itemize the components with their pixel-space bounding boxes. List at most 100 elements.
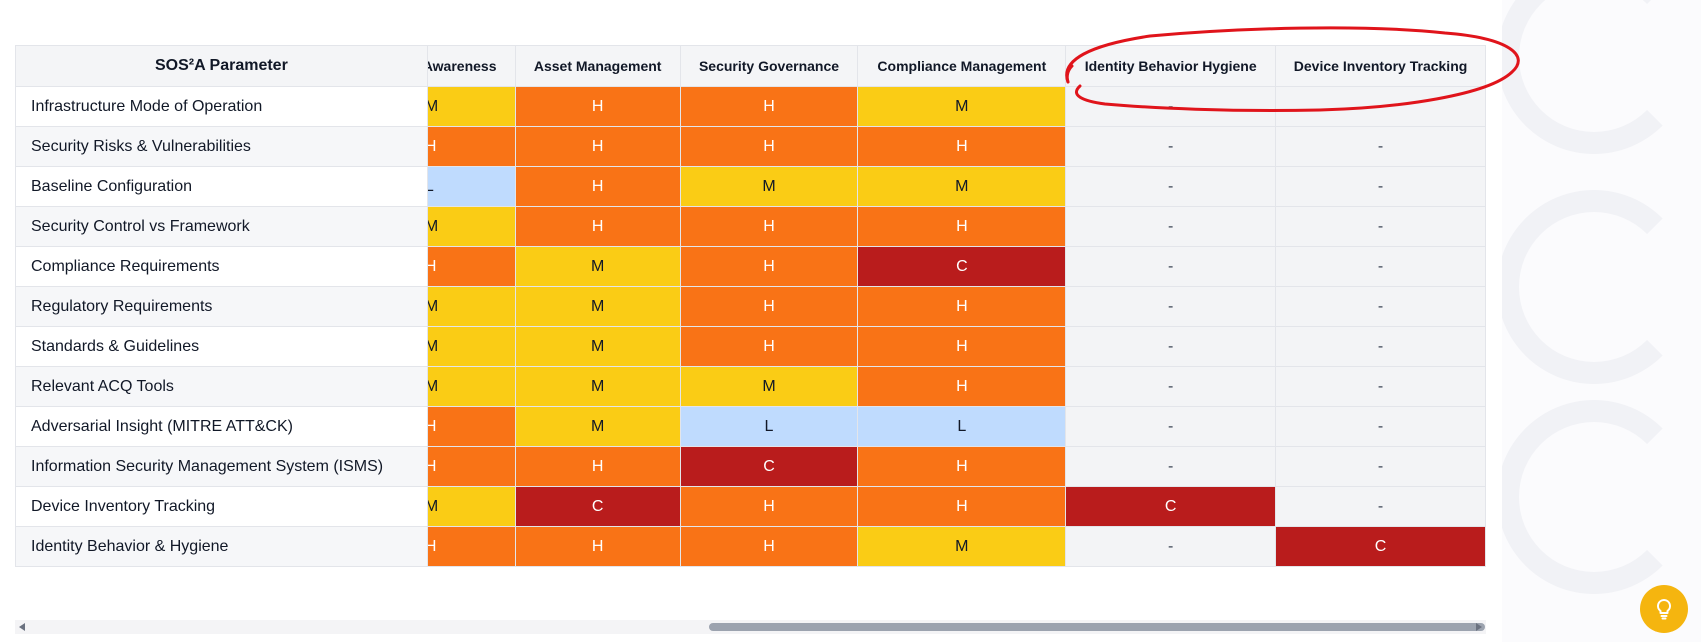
risk-cell: M	[514, 286, 681, 327]
table-row: Security Control vs FrameworkMHHH--	[15, 206, 1486, 247]
horizontal-scrollbar[interactable]	[15, 620, 1486, 634]
header-row: SOS²A Parameter Awareness Asset Manageme…	[15, 45, 1486, 87]
risk-cell: -	[1275, 206, 1486, 247]
lightbulb-icon	[1656, 598, 1672, 620]
table-row: Device Inventory TrackingMCHHC-	[15, 486, 1486, 527]
risk-cell: M	[857, 86, 1067, 127]
risk-cell: -	[1275, 86, 1486, 127]
risk-cell: H	[426, 406, 516, 447]
risk-cell: H	[514, 126, 681, 167]
table-row: Baseline ConfigurationLHMM--	[15, 166, 1486, 207]
risk-cell: C	[857, 246, 1067, 287]
risk-cell: -	[1065, 446, 1277, 487]
risk-cell: L	[857, 406, 1067, 447]
table-row: Relevant ACQ ToolsMMMH--	[15, 366, 1486, 407]
risk-cell: M	[426, 486, 516, 527]
risk-cell: -	[1275, 246, 1486, 287]
row-label: Device Inventory Tracking	[15, 486, 428, 527]
scrollbar-thumb[interactable]	[709, 623, 1485, 631]
row-label: Adversarial Insight (MITRE ATT&CK)	[15, 406, 428, 447]
risk-cell: -	[1065, 326, 1277, 367]
risk-cell: -	[1275, 486, 1486, 527]
table-row: Adversarial Insight (MITRE ATT&CK)HMLL--	[15, 406, 1486, 447]
right-arrow-icon[interactable]	[1476, 623, 1482, 631]
column-header: Device Inventory Tracking	[1275, 45, 1486, 87]
risk-cell: -	[1065, 86, 1277, 127]
risk-cell: M	[857, 526, 1067, 567]
row-label: Identity Behavior & Hygiene	[15, 526, 428, 567]
row-label: Relevant ACQ Tools	[15, 366, 428, 407]
background-watermark-panel	[1502, 0, 1701, 642]
row-label: Infrastructure Mode of Operation	[15, 86, 428, 127]
table-row: Regulatory RequirementsMMHH--	[15, 286, 1486, 327]
risk-cell: H	[679, 246, 859, 287]
risk-cell: H	[679, 326, 859, 367]
risk-cell: -	[1065, 206, 1277, 247]
table-row: Compliance RequirementsHMHC--	[15, 246, 1486, 287]
risk-cell: H	[426, 126, 516, 167]
risk-cell: H	[514, 446, 681, 487]
risk-cell: M	[426, 206, 516, 247]
column-header: Identity Behavior Hygiene	[1065, 45, 1277, 87]
risk-cell: H	[514, 526, 681, 567]
table-row: Identity Behavior & HygieneHHHM-C	[15, 526, 1486, 567]
risk-cell: H	[426, 446, 516, 487]
risk-cell: L	[679, 406, 859, 447]
row-label: Standards & Guidelines	[15, 326, 428, 367]
risk-cell: -	[1065, 286, 1277, 327]
row-label: Information Security Management System (…	[15, 446, 428, 487]
risk-cell: M	[857, 166, 1067, 207]
risk-cell: -	[1065, 366, 1277, 407]
risk-cell: H	[514, 86, 681, 127]
risk-cell: C	[1065, 486, 1277, 527]
risk-cell: -	[1065, 246, 1277, 287]
risk-cell: L	[426, 166, 516, 207]
row-label: Baseline Configuration	[15, 166, 428, 207]
risk-cell: H	[514, 206, 681, 247]
risk-matrix-table: SOS²A Parameter Awareness Asset Manageme…	[15, 45, 1486, 567]
risk-cell: -	[1065, 126, 1277, 167]
risk-cell: M	[426, 286, 516, 327]
risk-cell: C	[514, 486, 681, 527]
risk-cell: C	[679, 446, 859, 487]
risk-cell: H	[857, 326, 1067, 367]
risk-cell: H	[426, 246, 516, 287]
risk-cell: M	[514, 366, 681, 407]
risk-cell: M	[514, 406, 681, 447]
risk-cell: M	[679, 166, 859, 207]
row-label: Security Control vs Framework	[15, 206, 428, 247]
risk-cell: H	[679, 286, 859, 327]
row-label: Regulatory Requirements	[15, 286, 428, 327]
risk-cell: -	[1065, 406, 1277, 447]
risk-cell: H	[679, 86, 859, 127]
risk-cell: M	[514, 326, 681, 367]
table-row: Standards & GuidelinesMMHH--	[15, 326, 1486, 367]
column-header: Compliance Management	[857, 45, 1067, 87]
column-header: Security Governance	[679, 45, 859, 87]
risk-cell: -	[1275, 286, 1486, 327]
risk-cell: -	[1065, 166, 1277, 207]
column-header: Asset Management	[514, 45, 681, 87]
risk-cell: H	[679, 526, 859, 567]
row-label: Security Risks & Vulnerabilities	[15, 126, 428, 167]
risk-cell: M	[679, 366, 859, 407]
risk-cell: H	[857, 446, 1067, 487]
table-body: Infrastructure Mode of OperationMHHM--Se…	[15, 86, 1486, 567]
risk-cell: H	[426, 526, 516, 567]
watermark-shape	[1502, 0, 1691, 154]
tip-button[interactable]	[1640, 585, 1688, 633]
risk-cell: -	[1275, 366, 1486, 407]
left-arrow-icon[interactable]	[19, 623, 25, 631]
risk-cell: H	[857, 286, 1067, 327]
risk-cell: -	[1275, 326, 1486, 367]
risk-cell: -	[1275, 166, 1486, 207]
risk-cell: -	[1275, 406, 1486, 447]
risk-cell: H	[679, 126, 859, 167]
column-header: Awareness	[426, 45, 516, 87]
table-row: Infrastructure Mode of OperationMHHM--	[15, 86, 1486, 127]
risk-cell: H	[679, 486, 859, 527]
risk-cell: M	[514, 246, 681, 287]
risk-matrix-table-container[interactable]: SOS²A Parameter Awareness Asset Manageme…	[15, 45, 1486, 579]
row-label: Compliance Requirements	[15, 246, 428, 287]
risk-cell: M	[426, 326, 516, 367]
